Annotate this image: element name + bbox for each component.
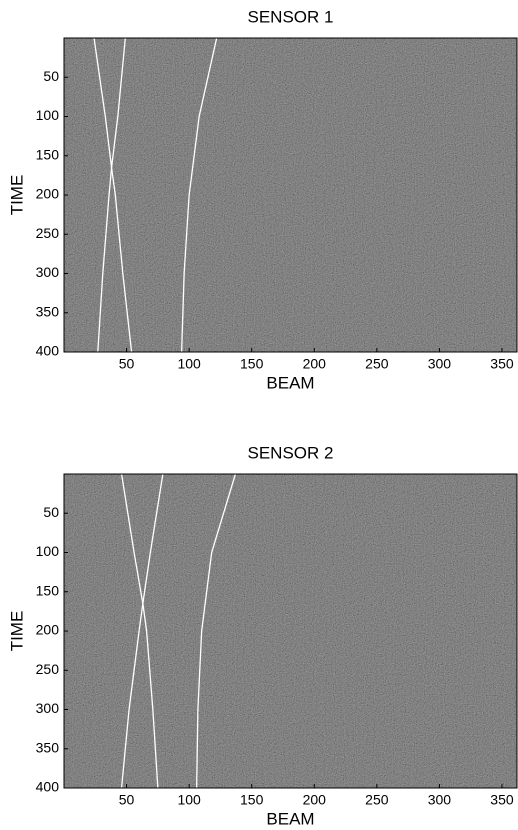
x-tick-label: 150: [240, 792, 264, 808]
y-tick-label: 350: [36, 739, 60, 755]
y-tick-label: 300: [36, 264, 60, 280]
noise-image: [64, 38, 517, 352]
x-tick-label: 100: [177, 792, 201, 808]
track-line: [97, 37, 126, 353]
y-tick-label: 250: [36, 225, 60, 241]
x-tick-label: 100: [177, 356, 201, 372]
y-tick-label: 100: [36, 107, 60, 123]
x-tick-label: 350: [490, 356, 514, 372]
y-tick-label: 250: [36, 661, 60, 677]
y-tick-label: 150: [36, 146, 60, 162]
track-line: [195, 473, 237, 789]
chart-title: SENSOR 2: [248, 443, 334, 462]
y-tick-label: 200: [36, 186, 60, 202]
y-tick-label: 400: [36, 343, 60, 359]
x-tick-label: 200: [303, 356, 327, 372]
x-tick-label: 350: [490, 792, 514, 808]
x-tick-label: 150: [240, 356, 264, 372]
y-tick-label: 50: [43, 504, 59, 520]
chart-title: SENSOR 1: [248, 7, 334, 26]
x-tick-label: 50: [119, 792, 135, 808]
x-tick-label: 250: [365, 792, 389, 808]
y-tick-label: 150: [36, 582, 60, 598]
x-tick-label: 250: [365, 356, 389, 372]
noise-image: [64, 474, 517, 788]
x-tick-label: 300: [428, 792, 452, 808]
track-line: [180, 37, 218, 353]
x-tick-label: 200: [303, 792, 327, 808]
y-tick-label: 200: [36, 622, 60, 638]
x-axis-label: BEAM: [266, 373, 314, 392]
x-tick-label: 50: [119, 356, 135, 372]
track-line: [120, 473, 164, 789]
x-tick-label: 300: [428, 356, 452, 372]
y-tick-label: 400: [36, 779, 60, 795]
axes-frame: [63, 473, 518, 789]
axes-frame: [63, 37, 518, 353]
track-line: [120, 473, 159, 789]
y-axis-label: TIME: [7, 611, 26, 652]
y-tick-label: 350: [36, 303, 60, 319]
y-axis-label: TIME: [7, 175, 26, 216]
y-tick-label: 100: [36, 543, 60, 559]
y-tick-label: 300: [36, 700, 60, 716]
y-tick-label: 50: [43, 68, 59, 84]
track-line: [93, 37, 133, 353]
x-axis-label: BEAM: [266, 809, 314, 828]
